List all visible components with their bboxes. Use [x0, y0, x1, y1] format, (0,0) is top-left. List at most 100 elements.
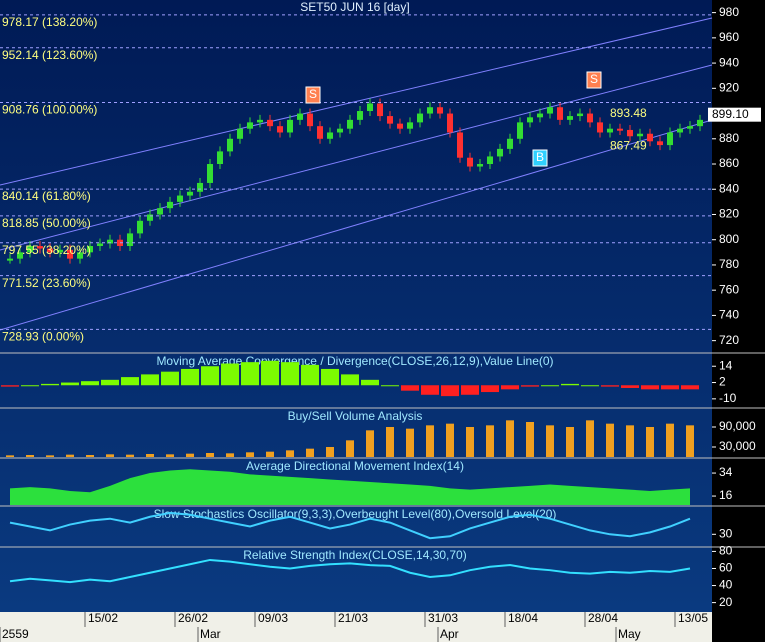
y-tick-label: 80	[719, 544, 733, 558]
volume-bar	[626, 425, 634, 457]
candle-body	[327, 132, 333, 139]
candle-body	[197, 182, 203, 192]
volume-bar	[446, 423, 454, 457]
candle-body	[577, 113, 583, 117]
candle-body	[557, 107, 563, 120]
volume-bar	[586, 420, 594, 457]
volume-bar	[566, 427, 574, 457]
volume-bar	[106, 454, 114, 457]
y-tick-label: 780	[719, 257, 739, 271]
candle-body	[467, 157, 473, 167]
candle-body	[347, 119, 353, 129]
macd-bar	[481, 385, 499, 393]
y-tick-label: 760	[719, 282, 739, 296]
candle-body	[217, 151, 223, 165]
volume-bar	[246, 452, 254, 457]
macd-bar	[541, 385, 559, 387]
x-tick-label: 09/03	[258, 611, 288, 625]
volume-bar	[506, 420, 514, 457]
macd-bar	[341, 374, 359, 386]
volume-bar	[306, 448, 314, 457]
macd-bar	[261, 360, 279, 386]
x-tick-label: 18/04	[508, 611, 538, 625]
panel-title: Relative Strength Index(CLOSE,14,30,70)	[243, 548, 466, 562]
candle-body	[437, 107, 443, 114]
candle-body	[697, 119, 703, 127]
macd-bar	[81, 381, 99, 386]
volume-bar	[206, 453, 214, 457]
macd-bar	[641, 385, 659, 390]
volume-bar	[526, 422, 534, 457]
y-tick-label: 34	[719, 465, 733, 479]
adx-area	[10, 469, 690, 505]
macd-bar	[181, 368, 199, 386]
y-tick-label: 980	[719, 5, 739, 19]
candle-body	[377, 103, 383, 117]
macd-bar	[141, 374, 159, 386]
candle-body	[397, 123, 403, 129]
macd-bar	[361, 379, 379, 386]
y-tick-label: 860	[719, 156, 739, 170]
candle-body	[317, 126, 323, 139]
candle-body	[307, 113, 313, 127]
y-tick-label: 880	[719, 131, 739, 145]
volume-bar	[546, 425, 554, 457]
candle-body	[407, 122, 413, 129]
candle-body	[87, 246, 93, 253]
macd-bar	[521, 385, 539, 387]
candle-body	[357, 111, 363, 120]
volume-bar	[466, 427, 474, 457]
volume-bar	[666, 423, 674, 457]
candle-body	[567, 116, 573, 120]
x-tick-label: 26/02	[178, 611, 208, 625]
candle-body	[27, 246, 33, 253]
candle-body	[257, 119, 263, 123]
trend-lines	[0, 17, 713, 331]
candle-body	[667, 132, 673, 146]
candle-body	[607, 128, 613, 133]
candle-body	[47, 248, 53, 253]
candle-body	[527, 117, 533, 123]
volume-bar	[686, 425, 694, 457]
candle-body	[457, 132, 463, 158]
macd-bar	[501, 385, 519, 390]
fib-label: 908.76 (100.00%)	[2, 103, 97, 117]
y-tick-label: 800	[719, 232, 739, 246]
macd-bar	[61, 382, 79, 386]
volume-bar	[66, 454, 74, 457]
period-label: 2559	[2, 627, 29, 641]
y-tick-label: 740	[719, 308, 739, 322]
y-tick-label: 16	[719, 488, 733, 502]
price-label: 867.49	[610, 139, 647, 153]
candle-body	[247, 122, 253, 129]
y-tick-label: 30,000	[719, 439, 756, 453]
fib-label: 840.14 (61.80%)	[2, 189, 91, 203]
candle-body	[187, 191, 193, 196]
price-label: 893.48	[610, 106, 647, 120]
y-tick-label: 920	[719, 80, 739, 94]
volume-bar	[146, 454, 154, 457]
fib-label: 952.14 (123.60%)	[2, 48, 97, 62]
candle-body	[7, 258, 13, 261]
candle-body	[547, 107, 553, 114]
candle-body	[167, 201, 173, 209]
candle-body	[487, 156, 493, 165]
last-price-label: 899.10	[712, 107, 749, 121]
candle-body	[107, 239, 113, 244]
candle-body	[677, 128, 683, 133]
candle-body	[637, 133, 643, 137]
x-tick-label: 21/03	[338, 611, 368, 625]
macd-bar	[241, 362, 259, 386]
y-tick-label: 90,000	[719, 419, 756, 433]
axis-background	[712, 0, 765, 642]
last-price-box	[708, 107, 761, 122]
candle-body	[157, 208, 163, 215]
macd-bar	[401, 385, 419, 391]
y-tick-label: -10	[719, 391, 737, 405]
candle-body	[477, 164, 483, 167]
volume-bar	[366, 430, 374, 457]
candle-body	[387, 116, 393, 124]
candle-body	[267, 119, 273, 127]
candle-body	[287, 119, 293, 133]
